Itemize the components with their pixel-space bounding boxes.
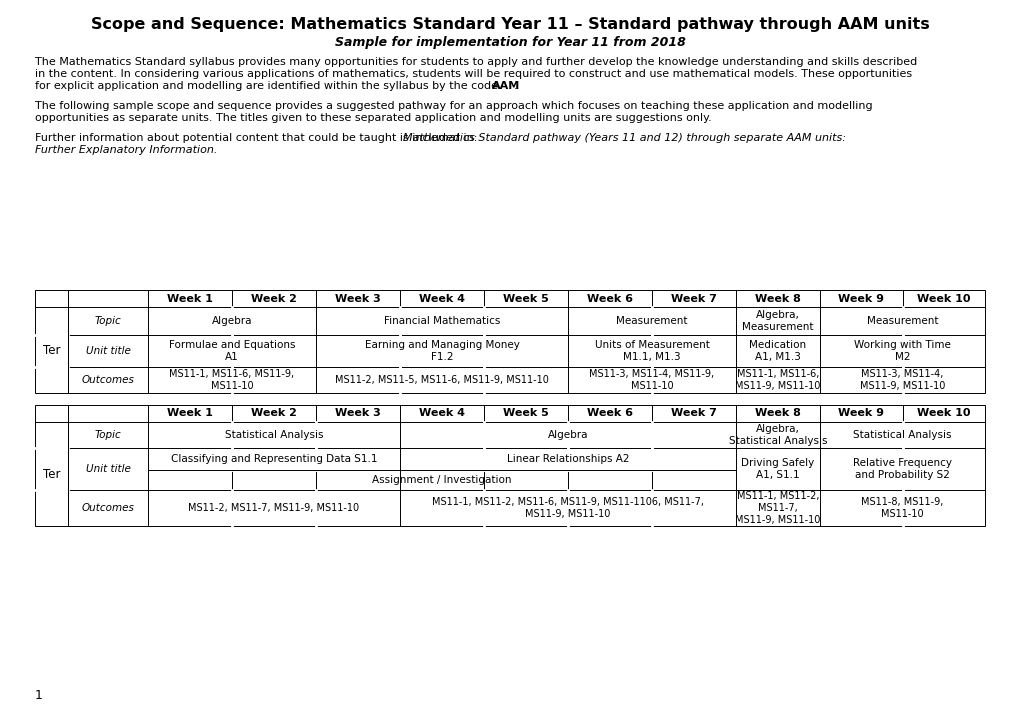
Text: MS11-3, MS11-4, MS11-9,
MS11-10: MS11-3, MS11-4, MS11-9, MS11-10 (589, 369, 714, 391)
Text: MS11-2, MS11-5, MS11-6, MS11-9, MS11-10: MS11-2, MS11-5, MS11-6, MS11-9, MS11-10 (334, 375, 548, 385)
Text: Topic: Topic (95, 430, 121, 440)
Text: MS11-1, MS11-6, MS11-9,
MS11-10: MS11-1, MS11-6, MS11-9, MS11-10 (169, 369, 294, 391)
Text: Week 10: Week 10 (916, 408, 970, 418)
Text: Unit title: Unit title (86, 346, 130, 356)
Text: MS11-1, MS11-6,
MS11-9, MS11-10: MS11-1, MS11-6, MS11-9, MS11-10 (735, 369, 820, 391)
Text: MS11-3, MS11-4,
MS11-9, MS11-10: MS11-3, MS11-4, MS11-9, MS11-10 (859, 369, 945, 391)
Text: Units of Measurement
M1.1, M1.3: Units of Measurement M1.1, M1.3 (594, 340, 709, 361)
Text: Scope and Sequence: Mathematics Standard Year 11 – Standard pathway through AAM : Scope and Sequence: Mathematics Standard… (91, 17, 928, 32)
Text: in the content. In considering various applications of mathematics, students wil: in the content. In considering various a… (35, 69, 911, 79)
Text: The Mathematics Standard syllabus provides many opportunities for students to ap: The Mathematics Standard syllabus provid… (35, 57, 916, 67)
Text: Algebra,
Statistical Analysis: Algebra, Statistical Analysis (728, 424, 826, 446)
Text: opportunities as separate units. The titles given to these separated application: opportunities as separate units. The tit… (35, 113, 711, 123)
Text: 1: 1 (35, 689, 43, 702)
Text: Week 6: Week 6 (586, 294, 633, 304)
Bar (35, 405, 984, 526)
Text: Week 7: Week 7 (671, 294, 716, 304)
Text: Week 8: Week 8 (754, 294, 800, 304)
Text: Week 3: Week 3 (335, 294, 380, 304)
Text: Outcomes: Outcomes (82, 375, 135, 385)
Text: Sample for implementation for Year 11 from 2018: Sample for implementation for Year 11 fr… (334, 36, 685, 49)
Text: Assignment / Investigation: Assignment / Investigation (372, 475, 512, 485)
Text: The following sample scope and sequence provides a suggested pathway for an appr: The following sample scope and sequence … (35, 101, 872, 111)
Text: Week 9: Week 9 (838, 294, 883, 304)
Text: Week 8: Week 8 (754, 408, 800, 418)
Text: Financial Mathematics: Financial Mathematics (383, 316, 499, 326)
Text: Week 2: Week 2 (251, 294, 297, 304)
Text: Week 5: Week 5 (502, 408, 548, 418)
Text: Further information about potential content that could be taught is included in:: Further information about potential cont… (35, 133, 480, 143)
Text: Relative Frequency
and Probability S2: Relative Frequency and Probability S2 (852, 458, 951, 480)
Text: Algebra,
Measurement: Algebra, Measurement (742, 310, 813, 332)
Text: Measurement: Measurement (615, 316, 687, 326)
Bar (35, 290, 984, 393)
Text: Week 1: Week 1 (167, 408, 213, 418)
Text: .: . (514, 81, 517, 91)
Text: Driving Safely
A1, S1.1: Driving Safely A1, S1.1 (741, 458, 814, 480)
Text: Outcomes: Outcomes (82, 503, 135, 513)
Text: Algebra: Algebra (212, 316, 252, 326)
Text: Measurement: Measurement (866, 316, 937, 326)
Text: Topic: Topic (95, 316, 121, 326)
Text: Ter: Ter (43, 467, 60, 480)
Text: Week 2: Week 2 (251, 408, 297, 418)
Text: Week 4: Week 4 (419, 408, 465, 418)
Text: Week 3: Week 3 (335, 408, 380, 418)
Text: Statistical Analysis: Statistical Analysis (853, 430, 951, 440)
Text: Further Explanatory Information.: Further Explanatory Information. (35, 145, 217, 155)
Text: Earning and Managing Money
F1.2: Earning and Managing Money F1.2 (364, 340, 519, 361)
Text: MS11-2, MS11-7, MS11-9, MS11-10: MS11-2, MS11-7, MS11-9, MS11-10 (189, 503, 360, 513)
Text: Mathematics Standard pathway (Years 11 and 12) through separate AAM units:: Mathematics Standard pathway (Years 11 a… (403, 133, 845, 143)
Text: Unit title: Unit title (86, 464, 130, 474)
Text: for explicit application and modelling are identified within the syllabus by the: for explicit application and modelling a… (35, 81, 501, 91)
Text: AAM: AAM (491, 81, 520, 91)
Text: Working with Time
M2: Working with Time M2 (853, 340, 950, 361)
Text: Classifying and Representing Data S1.1: Classifying and Representing Data S1.1 (170, 454, 377, 464)
Text: Week 5: Week 5 (502, 294, 548, 304)
Text: MS11-8, MS11-9,
MS11-10: MS11-8, MS11-9, MS11-10 (860, 498, 943, 519)
Text: Medication
A1, M1.3: Medication A1, M1.3 (749, 340, 806, 361)
Text: Week 10: Week 10 (916, 294, 970, 304)
Text: Ter: Ter (43, 343, 60, 356)
Text: Statistical Analysis: Statistical Analysis (224, 430, 323, 440)
Text: Algebra: Algebra (547, 430, 588, 440)
Text: MS11-1, MS11-2, MS11-6, MS11-9, MS11-1106, MS11-7,
MS11-9, MS11-10: MS11-1, MS11-2, MS11-6, MS11-9, MS11-110… (432, 498, 703, 519)
Text: MS11-1, MS11-2,
MS11-7,
MS11-9, MS11-10: MS11-1, MS11-2, MS11-7, MS11-9, MS11-10 (735, 491, 820, 525)
Text: Formulae and Equations
A1: Formulae and Equations A1 (168, 340, 294, 361)
Text: Linear Relationships A2: Linear Relationships A2 (506, 454, 629, 464)
Text: Week 7: Week 7 (671, 408, 716, 418)
Text: Week 1: Week 1 (167, 294, 213, 304)
Text: Week 9: Week 9 (838, 408, 883, 418)
Text: Week 6: Week 6 (586, 408, 633, 418)
Text: Week 4: Week 4 (419, 294, 465, 304)
